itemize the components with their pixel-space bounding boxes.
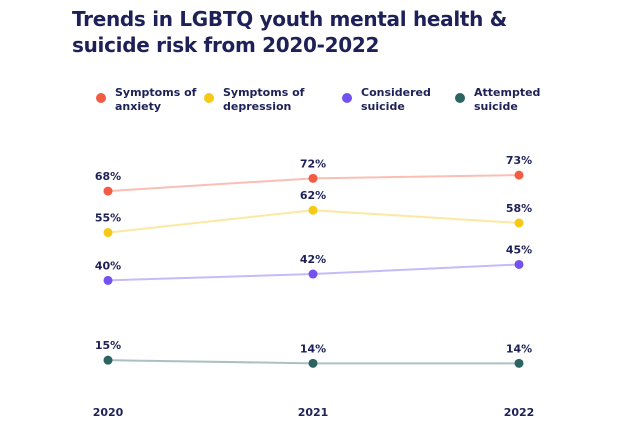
legend-marker xyxy=(455,93,465,103)
point xyxy=(103,355,113,365)
value-label: 45% xyxy=(506,243,532,256)
value-label: 58% xyxy=(506,202,532,215)
value-label: 72% xyxy=(300,157,326,170)
legend-marker xyxy=(342,93,352,103)
legend-label: Attempted suicide xyxy=(474,86,541,113)
point xyxy=(514,358,524,368)
value-label: 14% xyxy=(506,342,532,355)
value-label: 15% xyxy=(95,339,121,352)
point xyxy=(103,275,113,285)
legend-label: Symptoms of depression xyxy=(223,86,305,113)
point xyxy=(514,259,524,269)
x-tick-label: 2021 xyxy=(298,406,329,419)
x-tick-label: 2020 xyxy=(93,406,124,419)
value-label: 73% xyxy=(506,154,532,167)
legend-marker xyxy=(204,93,214,103)
legend-label: Considered suicide xyxy=(361,86,431,113)
point xyxy=(308,358,318,368)
value-label: 55% xyxy=(95,212,121,225)
point xyxy=(308,269,318,279)
value-label: 62% xyxy=(300,189,326,202)
value-label: 40% xyxy=(95,259,121,272)
value-label: 42% xyxy=(300,253,326,266)
point xyxy=(103,228,113,238)
legend-marker xyxy=(96,93,106,103)
point xyxy=(514,218,524,228)
point xyxy=(308,205,318,215)
value-label: 68% xyxy=(95,170,121,183)
chart-title: Trends in LGBTQ youth mental health & su… xyxy=(72,7,507,57)
point xyxy=(514,170,524,180)
point xyxy=(308,173,318,183)
point xyxy=(103,186,113,196)
legend-label: Symptoms of anxiety xyxy=(115,86,197,113)
x-tick-label: 2022 xyxy=(504,406,535,419)
value-label: 14% xyxy=(300,342,326,355)
